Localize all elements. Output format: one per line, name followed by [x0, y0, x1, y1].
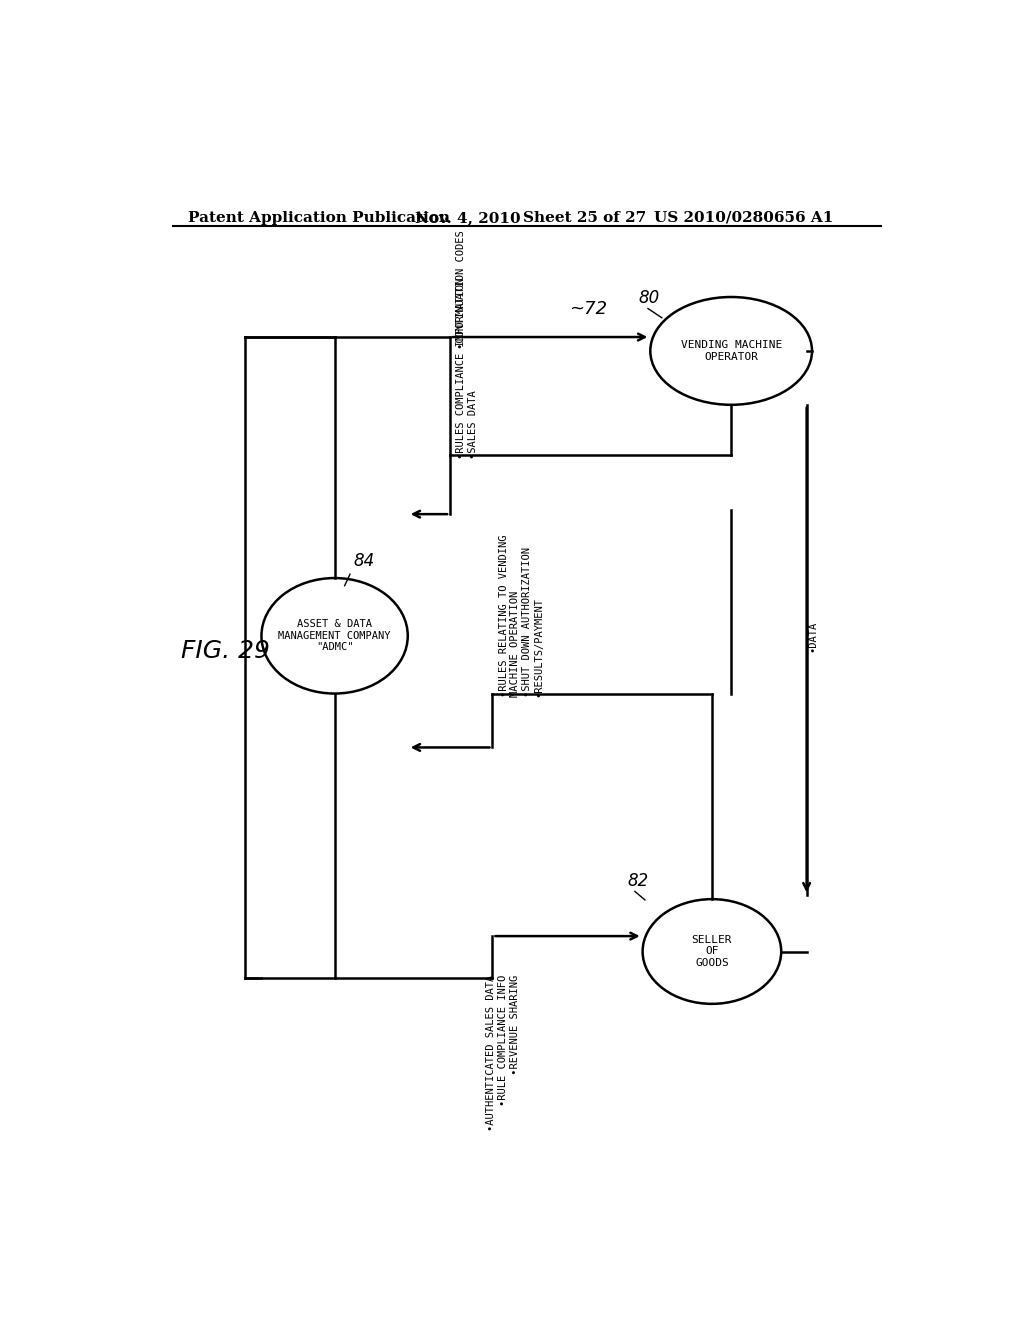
Text: 82: 82 [628, 873, 648, 890]
Text: •CONTINUATION CODES: •CONTINUATION CODES [457, 230, 466, 348]
Text: SELLER
OF
GOODS: SELLER OF GOODS [691, 935, 732, 968]
Text: •AUTHENTICATED SALES DATA
•RULE COMPLIANCE INFO
 •REVENUE SHARING: •AUTHENTICATED SALES DATA •RULE COMPLIAN… [486, 974, 519, 1131]
Text: FIG. 29: FIG. 29 [180, 639, 269, 663]
Text: Patent Application Publication: Patent Application Publication [188, 211, 451, 224]
Text: Nov. 4, 2010: Nov. 4, 2010 [416, 211, 521, 224]
Text: •RULES COMPLIANCE INFORMATION
•SALES DATA: •RULES COMPLIANCE INFORMATION •SALES DAT… [457, 277, 478, 459]
Text: •DATA: •DATA [808, 620, 818, 652]
Text: 80: 80 [639, 289, 660, 308]
Text: ~72: ~72 [569, 300, 607, 318]
Text: ASSET & DATA
MANAGEMENT COMPANY
"ADMC": ASSET & DATA MANAGEMENT COMPANY "ADMC" [279, 619, 391, 652]
Text: •RULES RELATING TO VENDING
MACHINE OPERATION
•SHUT DOWN AUTHORIZATION
•RESULTS/P: •RULES RELATING TO VENDING MACHINE OPERA… [499, 535, 544, 697]
Text: VENDING MACHINE
OPERATOR: VENDING MACHINE OPERATOR [681, 341, 781, 362]
Text: 84: 84 [354, 553, 375, 570]
Text: US 2010/0280656 A1: US 2010/0280656 A1 [654, 211, 834, 224]
Text: Sheet 25 of 27: Sheet 25 of 27 [523, 211, 646, 224]
